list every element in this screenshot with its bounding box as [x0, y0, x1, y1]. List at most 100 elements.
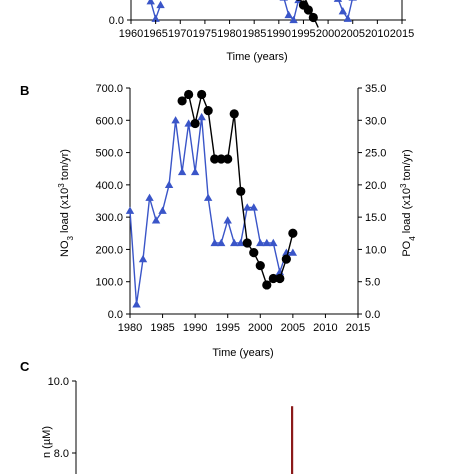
panel-a-x-ticks: 1960 1965 1970 1975 1980 1985 1990 1995 2000 2005…: [119, 20, 414, 40]
panel-a-x-tick-label: 1975: [193, 28, 217, 40]
panel-a-series-line: [304, 0, 319, 28]
panel-b-left-y-tick-label: 700.0: [95, 83, 123, 95]
panel-a-data-point: [151, 14, 160, 22]
panel-a-data-point: [338, 7, 348, 15]
panel-b-po4-point: [236, 238, 245, 247]
panel-b-no3-point: [223, 154, 233, 164]
panel-b-no3-point: [242, 238, 252, 248]
panel-b-no3-point: [275, 273, 285, 284]
panel-b-right-y-tick-label: 30.0: [365, 115, 386, 127]
panel-b-right-y-tick-label: 25.0: [365, 148, 386, 160]
panel-b-x-ticks: 1980 1985 1990 1995 2000 2005 2010 2015: [118, 314, 370, 334]
panel-a-data-point: [333, 0, 343, 2]
panel-a-x-tick-label: 2005: [340, 28, 364, 40]
panel-a-data-point: [284, 10, 293, 19]
panel-a-x-tick-label: 2015: [390, 28, 414, 40]
axis-label-part: 3: [399, 183, 408, 188]
panel-b-po4-point: [197, 112, 206, 121]
panel-a-x-tick-label: 2010: [365, 28, 389, 40]
panel-b-po4-point: [223, 216, 232, 224]
panel-b-left-y-tick-label: 600.0: [95, 115, 123, 127]
panel-b-x-tick-label: 2005: [281, 322, 305, 334]
panel-b-no3-point: [268, 273, 278, 284]
panel-b-no3-point: [203, 106, 213, 116]
panel-b-po4-point: [256, 238, 265, 247]
panel-b-po4-point: [217, 238, 226, 247]
panel-b-right-y-tick-label: 0.0: [365, 309, 380, 321]
panel-b-po4-point: [184, 119, 193, 127]
axis-label-part: NO: [59, 240, 71, 257]
panel-b-po4-point: [177, 167, 187, 176]
panel-b-po4-point: [249, 203, 258, 211]
panel-a-x-tick-label: 1985: [242, 28, 266, 40]
panel-b-no3-point: [190, 118, 200, 129]
panel-c-bar: [291, 406, 294, 474]
panel-b-po4-point: [230, 238, 239, 247]
panel-b-no3-point: [184, 89, 194, 100]
panel-a-x-tick-label: 1980: [217, 28, 241, 40]
panel-b-plot-frame: [129, 88, 359, 315]
panel-b-po4-point: [190, 167, 200, 176]
panel-c-letter: C: [20, 359, 30, 374]
panel-b-po4-point: [288, 248, 298, 256]
panel-a-y-tick-label: 0.0: [109, 15, 124, 27]
panel-b-po4-point: [145, 193, 154, 201]
panel-b-no3-point: [288, 228, 298, 238]
panel-b-po4-point: [125, 206, 135, 214]
panel-b-x-tick-label: 2010: [313, 322, 337, 334]
axis-label-part: 3: [66, 235, 75, 240]
panel-b-po4-point: [282, 248, 291, 256]
panel-a-y-ticks: 0.0: [109, 15, 406, 27]
panel-b-no3-point: [249, 248, 259, 258]
panel-b-po4-point: [203, 193, 213, 201]
axis-label-part: ton/yr): [59, 149, 71, 183]
panel-a-plot-frame: [130, 0, 403, 21]
panel-a-x-tick-label: 1965: [143, 28, 167, 40]
panel-b-right-y-axis-label: PO4 load (x103 ton/yr): [399, 149, 417, 256]
panel-b-no3-point: [177, 96, 187, 106]
panel-b-po4-point: [171, 116, 180, 124]
panel-b-left-y-tick-label: 400.0: [95, 180, 123, 192]
panel-b-left-y-tick-label: 500.0: [95, 148, 123, 160]
panel-a-x-tick-label: 1960: [119, 28, 143, 40]
panel-b-series: [125, 89, 298, 308]
panel-a-x-tick-label: 2000: [316, 28, 340, 40]
axis-label-part: load (x10: [401, 188, 413, 236]
panel-b-po4-point: [210, 238, 219, 247]
panel-b-no3-point: [229, 109, 239, 119]
panel-a-series: [146, 0, 357, 28]
panel-b-x-tick-label: 1995: [215, 322, 239, 334]
panel-b-right-y-tick-label: 10.0: [365, 244, 386, 256]
panel-b-no3-point: [216, 154, 226, 164]
panel-b-left-y-axis-label: NO3 load (x103 ton/yr): [57, 149, 75, 257]
panel-b-right-y-ticks: 0.0 5.0 10.0 15.0 20.0 25.0 30.0 35.0: [358, 83, 386, 321]
panel-c-y-tick-label: 8.0: [54, 448, 69, 460]
panel-b-no3-point: [255, 260, 265, 271]
panel-b-po4-point: [164, 180, 174, 189]
panel-a-x-tick-label: 1995: [291, 28, 315, 40]
panel-b-no3-point: [262, 280, 272, 290]
panel-a-data-point: [295, 0, 302, 1]
panel-b-po4-point: [151, 216, 161, 224]
panel-a-data-point: [348, 0, 357, 1]
axis-label-part: 3: [57, 183, 66, 188]
panel-b-po4-point: [269, 238, 278, 247]
panel-b-po4-point: [138, 254, 148, 263]
panel-b-left-y-tick-label: 100.0: [95, 277, 123, 289]
panel-b-no3-point: [197, 89, 207, 100]
panel-b-left-y-tick-label: 300.0: [95, 212, 123, 224]
panel-c-bars: [291, 406, 294, 474]
panel-a-chart: 1960 1965 1970 1975 1980 1985 1990 1995 2000 2005…: [109, 0, 414, 63]
panel-b-x-tick-label: 2000: [248, 322, 272, 334]
panel-b-no3-point: [236, 186, 246, 196]
panel-b-x-tick-label: 1985: [150, 322, 174, 334]
panel-b-left-y-tick-label: 0.0: [108, 309, 123, 321]
panel-b-x-tick-label: 1990: [183, 322, 207, 334]
panel-c-chart: C 8.0 10.0 n (µM): [20, 359, 294, 474]
panel-c-y-tick-label: 10.0: [48, 376, 69, 388]
panel-b-no3-point: [210, 154, 220, 164]
panel-b-right-y-tick-label: 35.0: [365, 83, 386, 95]
panel-b-x-tick-label: 1980: [118, 322, 142, 334]
panel-b-x-tick-label: 2015: [346, 322, 370, 334]
